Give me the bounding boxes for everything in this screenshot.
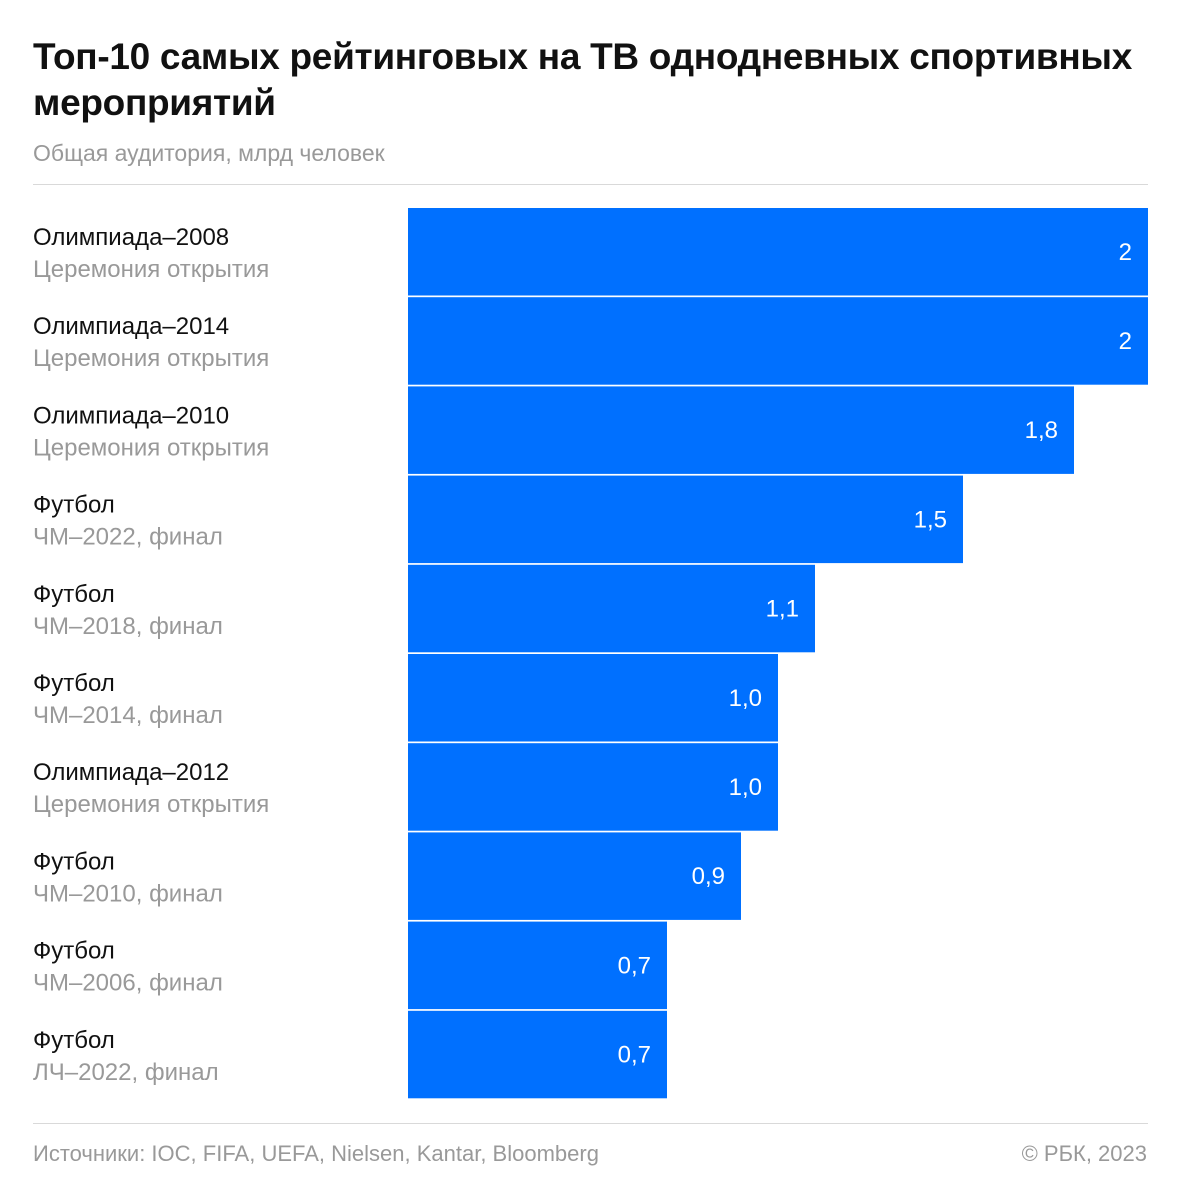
category-detail: Церемония открытия	[33, 345, 269, 372]
category-name: Футбол	[33, 492, 115, 519]
bar-6	[408, 654, 778, 742]
category-detail: ЧМ–2010, финал	[33, 880, 223, 907]
bar-9	[408, 921, 667, 1010]
category-name: Футбол	[33, 848, 115, 875]
bar-value-label: 0,9	[692, 863, 725, 890]
category-detail: Церемония открытия	[33, 256, 269, 283]
category-detail: ЧМ–2014, финал	[33, 702, 223, 729]
bar-value-label: 1,5	[914, 506, 947, 533]
bar-value-label: 2	[1119, 328, 1132, 355]
bar-value-label: 1,8	[1025, 417, 1058, 444]
chart-subtitle: Общая аудитория, млрд человек	[33, 140, 385, 166]
category-detail: ЧМ–2018, финал	[33, 613, 223, 640]
bar-8	[408, 832, 741, 920]
top-divider	[33, 184, 1148, 185]
bar-10	[408, 1010, 667, 1099]
chart-title: Топ-10 самых рейтинговых на ТВ однодневн…	[33, 36, 1132, 123]
bar-2	[408, 297, 1148, 385]
bar-value-label: 1,1	[766, 596, 799, 623]
sources-note: Источники: IOC, FIFA, UEFA, Nielsen, Kan…	[33, 1141, 599, 1166]
category-detail: Церемония открытия	[33, 791, 269, 818]
category-name: Олимпиада–2010	[33, 402, 229, 429]
copyright-note: © РБК, 2023	[1021, 1141, 1147, 1166]
category-name: Олимпиада–2012	[33, 759, 229, 786]
category-detail: ЧМ–2006, финал	[33, 970, 223, 997]
bar-value-label: 1,0	[729, 774, 762, 801]
bar-5	[408, 564, 815, 653]
category-name: Футбол	[33, 670, 115, 697]
bar-value-label: 0,7	[618, 1042, 651, 1069]
bar-3	[408, 386, 1074, 474]
category-name: Футбол	[33, 938, 115, 965]
bar-value-label: 2	[1119, 239, 1132, 266]
category-name: Олимпиада–2008	[33, 224, 229, 251]
bar-1	[408, 208, 1148, 296]
bottom-divider	[33, 1123, 1148, 1124]
bar-7	[408, 743, 778, 831]
bar-4	[408, 475, 963, 564]
category-detail: ЧМ–2022, финал	[33, 524, 223, 551]
category-detail: ЛЧ–2022, финал	[33, 1059, 219, 1086]
bar-value-label: 1,0	[729, 685, 762, 712]
category-name: Олимпиада–2014	[33, 313, 229, 340]
category-name: Футбол	[33, 1027, 115, 1054]
category-name: Футбол	[33, 581, 115, 608]
category-detail: Церемония открытия	[33, 434, 269, 461]
bar-value-label: 0,7	[618, 952, 651, 979]
